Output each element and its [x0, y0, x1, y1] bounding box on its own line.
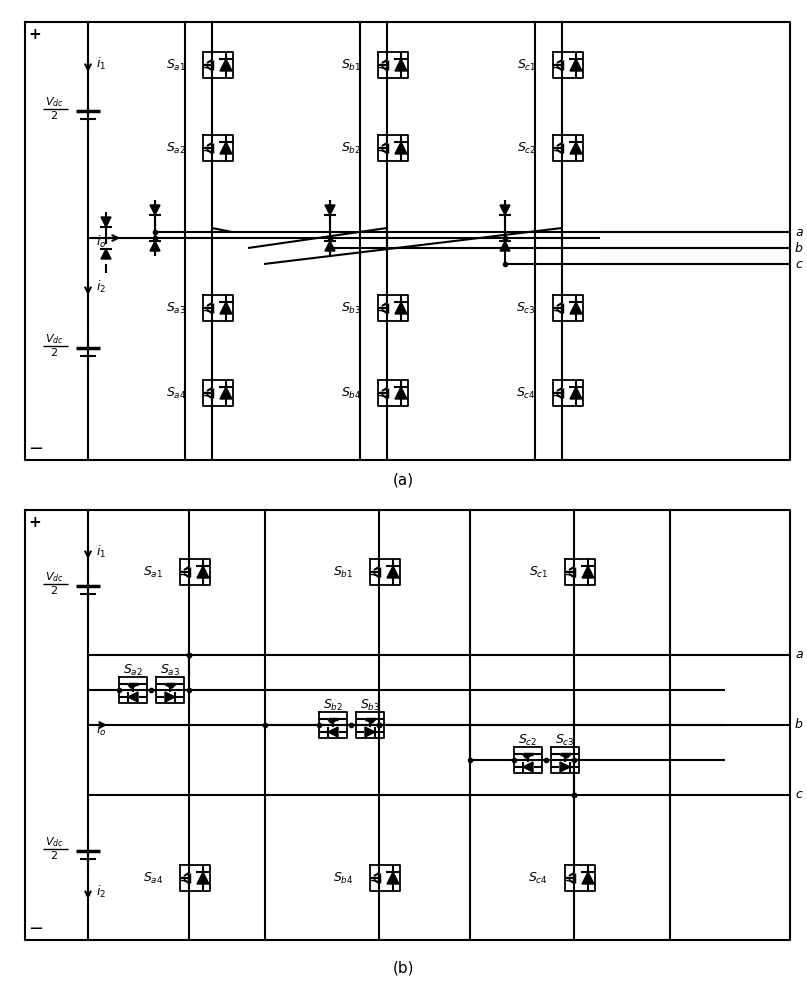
- Text: $i_1$: $i_1$: [96, 56, 107, 72]
- Polygon shape: [197, 872, 209, 884]
- Text: $V_{dc}$: $V_{dc}$: [44, 570, 64, 584]
- Text: $S_{b2}$: $S_{b2}$: [323, 697, 343, 713]
- Text: b: b: [795, 241, 803, 254]
- Text: $i_o$: $i_o$: [96, 234, 107, 250]
- Text: $S_{b3}$: $S_{b3}$: [360, 697, 380, 713]
- Text: $S_{a4}$: $S_{a4}$: [165, 385, 186, 401]
- Text: $S_{a3}$: $S_{a3}$: [160, 662, 180, 678]
- Text: 2: 2: [50, 348, 57, 358]
- Text: $S_{b4}$: $S_{b4}$: [341, 385, 361, 401]
- Text: 2: 2: [50, 851, 57, 861]
- Text: +: +: [28, 515, 40, 530]
- Polygon shape: [150, 241, 160, 251]
- Text: $S_{c3}$: $S_{c3}$: [516, 300, 536, 316]
- Polygon shape: [150, 205, 160, 215]
- Text: $i_1$: $i_1$: [96, 544, 107, 560]
- Polygon shape: [395, 302, 407, 314]
- Text: $S_{a2}$: $S_{a2}$: [166, 140, 186, 156]
- Text: $S_{a1}$: $S_{a1}$: [143, 564, 163, 580]
- Text: $V_{dc}$: $V_{dc}$: [44, 835, 64, 849]
- Text: $S_{c4}$: $S_{c4}$: [516, 385, 536, 401]
- Text: 2: 2: [50, 586, 57, 596]
- Text: a: a: [795, 226, 803, 238]
- Text: $i_2$: $i_2$: [96, 884, 106, 900]
- Polygon shape: [197, 566, 209, 578]
- Polygon shape: [570, 142, 582, 154]
- Text: $S_{b4}$: $S_{b4}$: [332, 870, 353, 886]
- Text: $V_{dc}$: $V_{dc}$: [44, 95, 64, 109]
- Text: c: c: [795, 788, 802, 802]
- Text: a: a: [795, 648, 803, 662]
- Polygon shape: [101, 249, 111, 259]
- Polygon shape: [387, 872, 399, 884]
- Text: $i_o$: $i_o$: [96, 722, 107, 738]
- Polygon shape: [500, 241, 510, 251]
- Text: −: −: [28, 440, 43, 458]
- Polygon shape: [328, 727, 338, 737]
- Text: $S_{b3}$: $S_{b3}$: [341, 300, 361, 316]
- Polygon shape: [570, 59, 582, 71]
- Text: $S_{b2}$: $S_{b2}$: [341, 140, 361, 156]
- Polygon shape: [325, 205, 335, 215]
- Text: $S_{a1}$: $S_{a1}$: [166, 57, 186, 73]
- Polygon shape: [395, 142, 407, 154]
- Text: $S_{c1}$: $S_{c1}$: [516, 57, 536, 73]
- Text: $S_{a3}$: $S_{a3}$: [165, 300, 186, 316]
- Text: $S_{c4}$: $S_{c4}$: [529, 870, 548, 886]
- Polygon shape: [395, 387, 407, 399]
- Text: $i_2$: $i_2$: [96, 279, 106, 295]
- Text: 2: 2: [50, 111, 57, 121]
- Text: c: c: [795, 257, 802, 270]
- Polygon shape: [570, 387, 582, 399]
- Text: $S_{c3}$: $S_{c3}$: [555, 732, 575, 748]
- Text: $S_{a4}$: $S_{a4}$: [143, 870, 163, 886]
- Polygon shape: [220, 59, 232, 71]
- Polygon shape: [365, 727, 375, 737]
- Text: (a): (a): [392, 473, 413, 488]
- Polygon shape: [395, 59, 407, 71]
- Polygon shape: [500, 205, 510, 215]
- Polygon shape: [220, 142, 232, 154]
- Polygon shape: [523, 762, 533, 772]
- Text: $S_{c1}$: $S_{c1}$: [529, 564, 548, 580]
- Polygon shape: [101, 217, 111, 227]
- Polygon shape: [582, 872, 594, 884]
- Text: b: b: [795, 718, 803, 732]
- Text: $V_{dc}$: $V_{dc}$: [44, 332, 64, 346]
- Text: $S_{b1}$: $S_{b1}$: [341, 57, 361, 73]
- Text: (b): (b): [392, 960, 414, 976]
- Text: $S_{a2}$: $S_{a2}$: [123, 662, 143, 678]
- Text: −: −: [28, 920, 43, 938]
- Polygon shape: [220, 302, 232, 314]
- Polygon shape: [165, 692, 175, 702]
- Polygon shape: [582, 566, 594, 578]
- Text: $S_{c2}$: $S_{c2}$: [516, 140, 536, 156]
- Polygon shape: [325, 241, 335, 251]
- Text: +: +: [28, 27, 40, 42]
- Polygon shape: [560, 762, 570, 772]
- Text: $S_{b1}$: $S_{b1}$: [332, 564, 353, 580]
- Polygon shape: [387, 566, 399, 578]
- Polygon shape: [128, 692, 138, 702]
- Polygon shape: [220, 387, 232, 399]
- Polygon shape: [570, 302, 582, 314]
- Text: $S_{c2}$: $S_{c2}$: [518, 732, 537, 748]
